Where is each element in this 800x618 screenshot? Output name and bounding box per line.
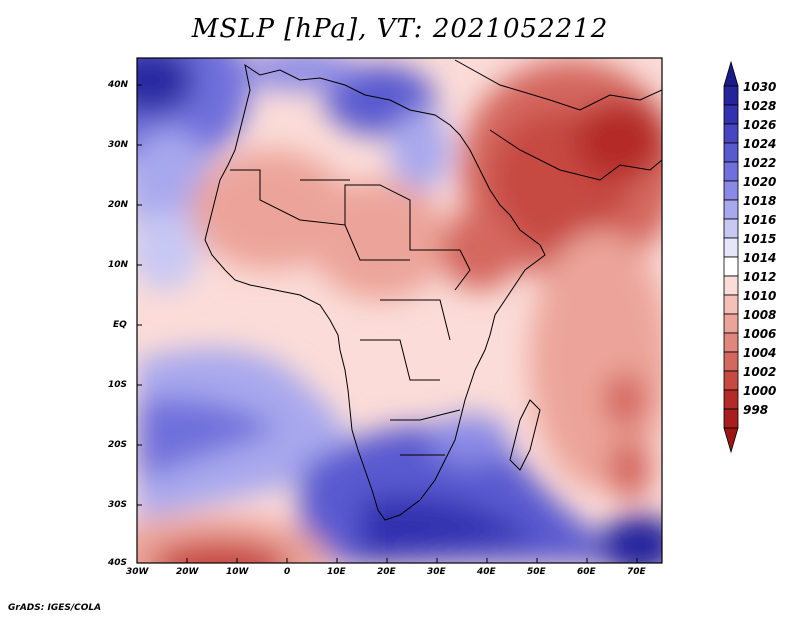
- lat-tick-label: 40S: [108, 558, 128, 568]
- lon-tick-label: 70E: [627, 567, 646, 577]
- axis-ticks: [137, 84, 638, 563]
- colorbar-swatch: [723, 237, 739, 258]
- colorbar-label: 1006: [743, 327, 777, 341]
- colorbar-swatch: [723, 199, 739, 220]
- lon-tick-label: 20E: [377, 567, 396, 577]
- colorbar-swatch: [723, 294, 739, 315]
- lon-tick-label: 20W: [176, 567, 199, 577]
- footer-credit: GrADS: IGES/COLA: [8, 603, 102, 613]
- colorbar-label: 1015: [743, 232, 777, 246]
- lat-tick-label: 30N: [108, 140, 129, 150]
- lat-tick-label: 40N: [108, 80, 129, 90]
- colorbar-swatch: [723, 389, 739, 410]
- colorbar-swatch: [723, 275, 739, 296]
- lon-tick-label: 0: [284, 567, 291, 577]
- colorbar-label: 1024: [743, 137, 777, 151]
- lon-tick-label: 30W: [126, 567, 149, 577]
- colorbar-swatch: [723, 161, 739, 182]
- lon-tick-label: 10W: [226, 567, 249, 577]
- lon-tick-label: 40E: [477, 567, 496, 577]
- colorbar-label: 1002: [743, 365, 777, 379]
- colorbar-swatch: [723, 408, 739, 429]
- lat-tick-label: 30S: [108, 500, 128, 510]
- lat-tick-label: 10S: [108, 380, 128, 390]
- colorbar-swatch: [723, 351, 739, 372]
- lat-tick-label: 10N: [108, 260, 129, 270]
- colorbar-label: 1016: [743, 213, 777, 227]
- colorbar-swatch: [723, 332, 739, 353]
- colorbar-swatch: [723, 313, 739, 334]
- chart-title: MSLP [hPa], VT: 2021052212: [191, 14, 609, 44]
- colorbar-label: 1014: [743, 251, 777, 265]
- colorbar-label: 1012: [743, 270, 777, 284]
- lat-tick-label: 20S: [108, 440, 128, 450]
- colorbar-label: 1010: [743, 289, 777, 303]
- colorbar-swatch: [723, 256, 739, 277]
- lat-tick-label: 20N: [108, 200, 129, 210]
- colorbar-label: 1022: [743, 156, 777, 170]
- colorbar-swatch: [723, 123, 739, 144]
- colorbar-label: 1020: [743, 175, 777, 189]
- colorbar-label: 998: [743, 403, 769, 417]
- coastlines: [204, 59, 662, 521]
- colorbar-label: 1018: [743, 194, 777, 208]
- colorbar-swatch: [723, 180, 739, 201]
- colorbar-label: 1026: [743, 118, 777, 132]
- map-frame: [136, 57, 663, 564]
- colorbar-label: 1028: [743, 99, 777, 113]
- lon-tick-label: 10E: [327, 567, 346, 577]
- lat-tick-label: EQ: [113, 320, 127, 330]
- colorbar-swatch: [723, 218, 739, 239]
- colorbar-swatch: [723, 104, 739, 125]
- lon-tick-label: 60E: [577, 567, 596, 577]
- lon-tick-label: 50E: [527, 567, 546, 577]
- colorbar-label: 1008: [743, 308, 777, 322]
- colorbar-swatch: [723, 370, 739, 391]
- colorbar-bottom-arrow: [723, 427, 739, 454]
- colorbar-label: 1004: [743, 346, 777, 360]
- colorbar: [723, 60, 739, 454]
- lon-tick-label: 30E: [427, 567, 446, 577]
- pressure-field: [137, 58, 662, 563]
- colorbar-label: 1000: [743, 384, 777, 398]
- colorbar-label: 1030: [743, 80, 777, 94]
- colorbar-swatch: [723, 85, 739, 106]
- colorbar-swatch: [723, 142, 739, 163]
- colorbar-top-arrow: [723, 60, 739, 87]
